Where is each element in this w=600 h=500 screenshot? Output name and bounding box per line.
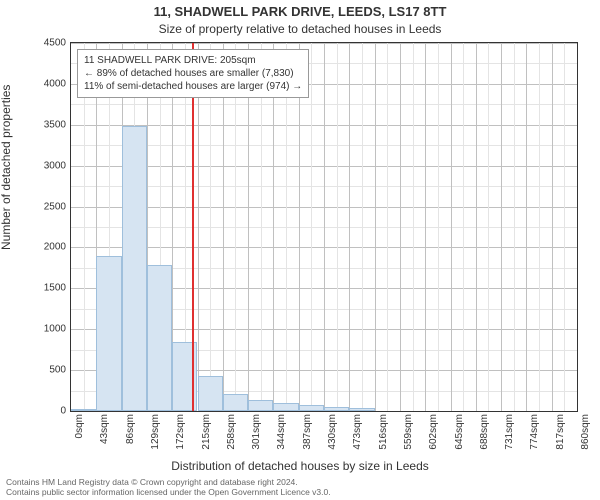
gridline-v xyxy=(476,43,477,411)
caption-line-2: Contains public sector information licen… xyxy=(6,487,594,497)
histogram-bar xyxy=(299,405,324,411)
x-tick-label: 344sqm xyxy=(276,414,287,464)
y-tick-label: 3500 xyxy=(26,119,66,130)
x-tick-label: 430sqm xyxy=(327,414,338,464)
chart-subtitle: Size of property relative to detached ho… xyxy=(0,22,600,36)
histogram-bar xyxy=(71,409,96,411)
gridline-v xyxy=(349,43,350,411)
plot-area: 11 SHADWELL PARK DRIVE: 205sqm← 89% of d… xyxy=(70,42,578,412)
gridline-v-minor xyxy=(210,43,211,411)
histogram-bar xyxy=(96,256,121,411)
gridline-v-minor xyxy=(387,43,388,411)
y-tick-label: 4500 xyxy=(26,38,66,49)
x-tick-label: 129sqm xyxy=(150,414,161,464)
gridline-v-minor xyxy=(286,43,287,411)
y-axis-label: Number of detached properties xyxy=(0,85,13,250)
gridline-v xyxy=(425,43,426,411)
x-tick-label: 774sqm xyxy=(529,414,540,464)
caption-line-1: Contains HM Land Registry data © Crown c… xyxy=(6,477,594,487)
gridline-v-minor xyxy=(235,43,236,411)
x-tick-label: 86sqm xyxy=(125,414,136,464)
gridline-v xyxy=(375,43,376,411)
histogram-bar xyxy=(198,376,223,411)
gridline-v-minor xyxy=(488,43,489,411)
histogram-bar xyxy=(172,342,197,411)
caption: Contains HM Land Registry data © Crown c… xyxy=(6,477,594,497)
x-tick-label: 387sqm xyxy=(302,414,313,464)
gridline-v xyxy=(324,43,325,411)
y-tick-label: 4000 xyxy=(26,78,66,89)
chart-title: 11, SHADWELL PARK DRIVE, LEEDS, LS17 8TT xyxy=(0,4,600,19)
annotation-line: 11 SHADWELL PARK DRIVE: 205sqm xyxy=(84,54,302,67)
y-tick-label: 2500 xyxy=(26,201,66,212)
gridline-v xyxy=(552,43,553,411)
x-tick-label: 817sqm xyxy=(555,414,566,464)
y-tick-label: 1500 xyxy=(26,283,66,294)
histogram-bar xyxy=(273,403,298,411)
gridline-v xyxy=(299,43,300,411)
x-tick-label: 473sqm xyxy=(352,414,363,464)
gridline-v-minor xyxy=(413,43,414,411)
gridline-v xyxy=(273,43,274,411)
x-tick-label: 731sqm xyxy=(504,414,515,464)
x-tick-label: 258sqm xyxy=(226,414,237,464)
gridline-v xyxy=(198,43,199,411)
annotation-line: 11% of semi-detached houses are larger (… xyxy=(84,80,302,93)
annotation-line: ← 89% of detached houses are smaller (7,… xyxy=(84,67,302,80)
gridline-v-minor xyxy=(539,43,540,411)
y-tick-label: 0 xyxy=(26,406,66,417)
y-tick-label: 1000 xyxy=(26,324,66,335)
gridline-v xyxy=(451,43,452,411)
gridline-v xyxy=(526,43,527,411)
y-tick-label: 3000 xyxy=(26,160,66,171)
histogram-bar xyxy=(122,126,147,411)
gridline-v xyxy=(223,43,224,411)
gridline-v xyxy=(400,43,401,411)
gridline-v-minor xyxy=(463,43,464,411)
reference-line xyxy=(192,43,194,411)
x-tick-label: 215sqm xyxy=(201,414,212,464)
gridline-v xyxy=(501,43,502,411)
gridline-v-minor xyxy=(438,43,439,411)
gridline-v-minor xyxy=(84,43,85,411)
x-tick-label: 645sqm xyxy=(454,414,465,464)
gridline-v-minor xyxy=(564,43,565,411)
gridline-v-minor xyxy=(311,43,312,411)
gridline-v-minor xyxy=(514,43,515,411)
x-tick-label: 0sqm xyxy=(74,414,85,464)
histogram-bar xyxy=(349,408,374,411)
chart-container: 11, SHADWELL PARK DRIVE, LEEDS, LS17 8TT… xyxy=(0,0,600,500)
gridline-v-minor xyxy=(337,43,338,411)
x-tick-label: 301sqm xyxy=(251,414,262,464)
gridline-v xyxy=(248,43,249,411)
x-tick-label: 172sqm xyxy=(175,414,186,464)
y-tick-label: 2000 xyxy=(26,242,66,253)
x-tick-label: 688sqm xyxy=(479,414,490,464)
histogram-bar xyxy=(147,265,172,411)
gridline-v-minor xyxy=(261,43,262,411)
x-tick-label: 860sqm xyxy=(580,414,591,464)
gridline-v-minor xyxy=(362,43,363,411)
x-tick-label: 559sqm xyxy=(403,414,414,464)
x-tick-label: 516sqm xyxy=(378,414,389,464)
histogram-bar xyxy=(223,394,248,411)
x-tick-label: 602sqm xyxy=(428,414,439,464)
histogram-bar xyxy=(324,407,349,411)
annotation-box: 11 SHADWELL PARK DRIVE: 205sqm← 89% of d… xyxy=(77,49,309,98)
y-tick-label: 500 xyxy=(26,365,66,376)
x-tick-label: 43sqm xyxy=(99,414,110,464)
histogram-bar xyxy=(248,400,273,411)
